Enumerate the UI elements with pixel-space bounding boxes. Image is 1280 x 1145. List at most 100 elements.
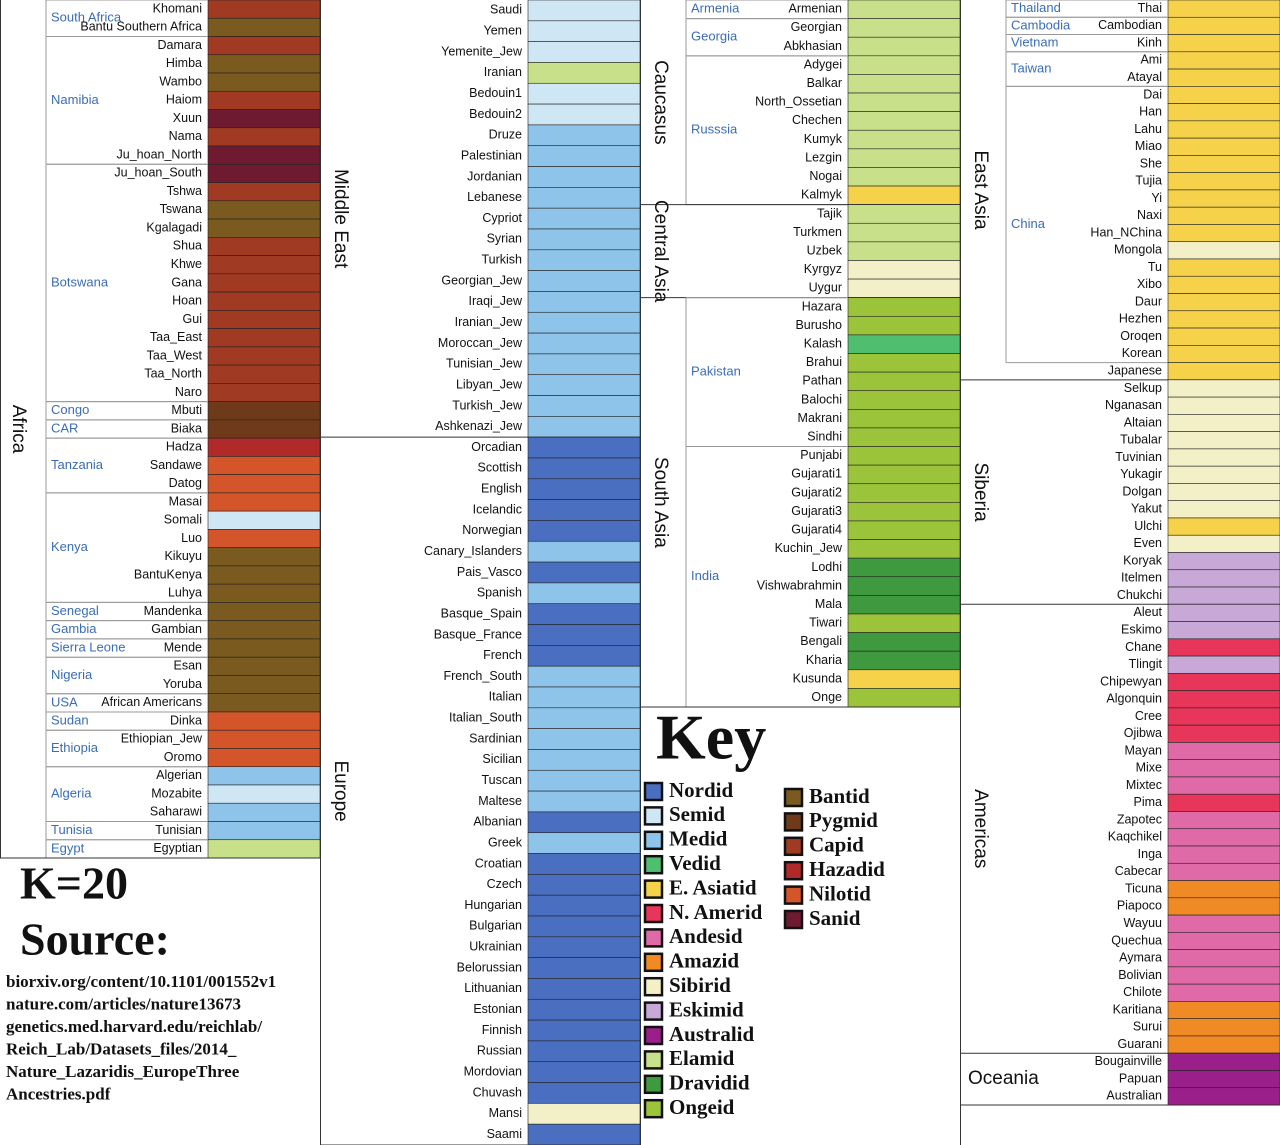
ancestry-bar (207, 456, 321, 475)
ancestry-bar (1167, 448, 1280, 467)
population-label: Aymara (1119, 951, 1162, 965)
ancestry-bar (847, 92, 961, 112)
population-label: Yakut (1131, 502, 1163, 516)
ancestry-bar (847, 334, 961, 354)
population-label: Turkish_Jew (452, 398, 523, 412)
population-label: Balkar (807, 76, 842, 90)
ancestry-bar (527, 832, 641, 854)
population-label: Lebanese (467, 190, 522, 204)
ancestry-bar (527, 62, 641, 84)
ancestry-bar (207, 529, 321, 548)
population-label: Belorussian (457, 960, 522, 974)
population-label: Taa_East (150, 330, 203, 344)
population-label: Lahu (1134, 122, 1162, 136)
ancestry-bar (527, 436, 641, 459)
ancestry-bar (847, 0, 961, 19)
ancestry-bar (1167, 16, 1280, 35)
ancestry-bar (847, 464, 961, 485)
ancestry-bar (847, 74, 961, 94)
population-label: Khomani (153, 1, 202, 15)
population-label: Japanese (1108, 364, 1162, 378)
ancestry-bar (527, 749, 641, 771)
ancestry-bar (207, 328, 321, 348)
population-label: Bengali (800, 634, 842, 648)
population-label: Adygei (804, 57, 842, 71)
population-label: Sindhi (807, 430, 842, 444)
source-line: Nature_Lazaridis_EuropeThree (6, 1062, 240, 1081)
population-label: Aleut (1134, 605, 1163, 619)
population-label: Tunisian (155, 823, 202, 837)
ancestry-bar (847, 539, 961, 559)
population-label: Lezgin (805, 150, 842, 164)
population-label: Chuvash (473, 1085, 522, 1099)
population-label: Yemenite_Jew (441, 44, 523, 58)
population-label: Itelmen (1121, 571, 1162, 585)
ancestry-bar (527, 457, 641, 480)
population-label: Haiom (166, 93, 202, 107)
key-swatch (783, 812, 804, 832)
population-label: Inga (1138, 847, 1162, 861)
ancestry-bar (527, 416, 641, 438)
population-label: Saharawi (150, 805, 202, 819)
region-sublabel: Georgia (691, 29, 738, 44)
ancestry-bar (527, 82, 641, 105)
population-label: Saudi (490, 3, 522, 17)
population-label: Bedouin1 (469, 86, 522, 100)
population-label: Somali (164, 513, 202, 527)
population-label: Selkup (1124, 381, 1162, 395)
population-label: Ulchi (1134, 519, 1162, 533)
population-label: Shua (173, 239, 202, 253)
population-label: Mozabite (151, 786, 202, 800)
population-label: Mongola (1114, 243, 1162, 257)
region-label: Caucasus (650, 60, 671, 145)
ancestry-bar (207, 602, 321, 621)
ancestry-bar (1167, 1001, 1280, 1019)
population-label: Koryak (1123, 553, 1163, 567)
key-swatch (643, 1050, 664, 1070)
ancestry-bar (527, 270, 641, 292)
population-label: Chipewyan (1100, 674, 1162, 688)
ancestry-bar (847, 409, 961, 429)
key-label: Sanid (809, 906, 861, 930)
population-label: Algerian (156, 768, 202, 782)
region-sublabel: Ethiopia (51, 740, 99, 755)
ancestry-bar (1167, 793, 1280, 812)
ancestry-bar (207, 638, 321, 658)
ancestry-bar (1167, 742, 1280, 760)
key-swatch (643, 1001, 664, 1021)
region-sublabel: Taiwan (1011, 61, 1051, 76)
key-swatch (783, 885, 804, 905)
population-label: Oroqen (1120, 329, 1162, 343)
population-label: Dolgan (1122, 484, 1162, 498)
ancestry-bar (847, 148, 961, 168)
population-label: Himba (166, 56, 202, 70)
ancestry-bar (847, 557, 961, 578)
key-label: Andesid (669, 924, 743, 948)
ancestry-bar (527, 332, 641, 355)
population-label: Pathan (802, 374, 842, 388)
population-label: Australian (1106, 1089, 1162, 1103)
population-label: Nogai (809, 169, 842, 183)
population-label: Abkhasian (784, 39, 842, 53)
population-label: Quechua (1111, 933, 1162, 947)
ancestry-bar (207, 218, 321, 238)
ancestry-bar (207, 583, 321, 603)
ancestry-bar (207, 17, 321, 37)
region-sublabel: CAR (51, 420, 78, 435)
ancestry-bar (1167, 241, 1280, 260)
population-label: Wambo (159, 74, 202, 88)
ancestry-bar (847, 595, 961, 615)
ancestry-bar (1167, 897, 1280, 916)
ancestry-bar (527, 728, 641, 750)
ancestry-bar (1167, 966, 1280, 985)
population-label: Sicilian (482, 752, 522, 766)
ancestry-bar (847, 390, 961, 410)
ancestry-bar (207, 0, 321, 19)
ancestry-bar (527, 124, 641, 147)
population-label: English (481, 482, 522, 496)
ancestry-bar (207, 291, 321, 311)
population-label: Gui (183, 312, 202, 326)
population-label: Mbuti (171, 403, 202, 417)
population-label: North_Ossetian (755, 95, 842, 109)
population-label: Vishwabrahmin (757, 578, 842, 592)
